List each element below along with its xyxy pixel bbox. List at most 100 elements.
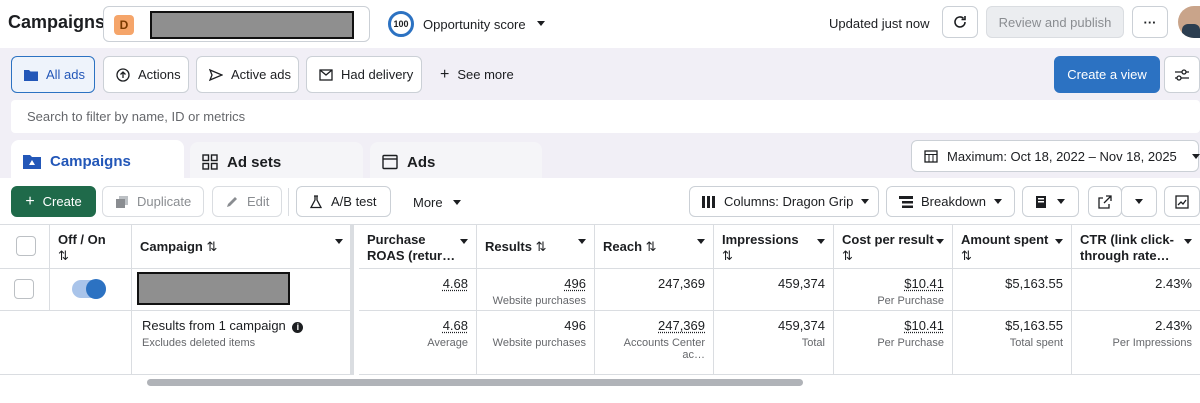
date-range-picker[interactable]: Maximum: Oct 18, 2022 – Nov 18, 2025: [911, 140, 1200, 172]
all-ads-filter[interactable]: All ads: [11, 56, 95, 93]
sort-icon: ⇅: [842, 248, 853, 263]
header-spent-label: Amount spent: [961, 232, 1049, 247]
info-icon[interactable]: i: [292, 322, 304, 333]
chevron-down-icon[interactable]: [537, 21, 545, 26]
user-avatar[interactable]: [1178, 6, 1200, 38]
caret-down-icon: [452, 200, 461, 205]
row-ctr-value: 2.43%: [1155, 276, 1192, 291]
account-selector[interactable]: D: [103, 6, 370, 42]
create-label: Create: [42, 194, 82, 209]
campaign-toggle[interactable]: [72, 279, 106, 299]
summary-impressions-sub: Total: [801, 337, 825, 349]
view-settings-button[interactable]: [1164, 56, 1200, 93]
header-off-on[interactable]: Off / On ⇅: [50, 225, 132, 269]
search-input[interactable]: Search to filter by name, ID or metrics: [11, 100, 1200, 133]
arrow-up-circle-icon: [116, 67, 130, 82]
row-cost-value[interactable]: $10.41: [904, 276, 944, 291]
see-more-button[interactable]: + See more: [440, 67, 514, 83]
row-ctr: 2.43%: [1072, 269, 1200, 311]
row-campaign-name-cell[interactable]: [132, 269, 352, 311]
header-roas[interactable]: Purchase ROAS (retur…: [359, 225, 477, 269]
row-impressions-value: 459,374: [778, 276, 825, 291]
edit-button[interactable]: Edit: [212, 186, 282, 217]
summary-spent-sub: Total spent: [1009, 337, 1063, 349]
summary-cost-value[interactable]: $10.41: [904, 318, 944, 333]
header-campaign-label: Campaign: [140, 239, 203, 254]
header-cost-per-result[interactable]: Cost per result ⇅: [834, 225, 953, 269]
tab-campaigns[interactable]: Campaigns: [11, 140, 184, 182]
ab-test-button[interactable]: A/B test: [296, 186, 391, 217]
caret-down-icon: [1057, 199, 1065, 204]
see-more-label: See more: [457, 67, 514, 82]
more-dropdown[interactable]: More: [413, 195, 461, 210]
opportunity-score-label[interactable]: Opportunity score: [423, 17, 526, 32]
review-publish-button[interactable]: Review and publish: [986, 6, 1124, 38]
breakdown-dropdown[interactable]: Breakdown: [886, 186, 1015, 217]
create-button[interactable]: + Create: [11, 186, 96, 217]
sort-icon: ⇅: [58, 248, 69, 263]
row-cost: $10.41 Per Purchase: [834, 269, 953, 311]
summary-roas-sub: Average: [427, 337, 468, 349]
duplicate-button[interactable]: Duplicate: [102, 186, 204, 217]
columns-dropdown[interactable]: Columns: Dragon Grip: [689, 186, 879, 217]
header-off-on-label: Off / On: [58, 232, 106, 247]
summary-label-cell: Results from 1 campaign i Excludes delet…: [132, 311, 352, 375]
summary-reach-value[interactable]: 247,369: [658, 318, 705, 333]
actions-filter[interactable]: Actions: [103, 56, 189, 93]
summary-cost-sub: Per Purchase: [877, 337, 944, 349]
account-avatar: D: [114, 15, 134, 35]
had-delivery-label: Had delivery: [341, 67, 414, 82]
reports-dropdown[interactable]: [1022, 186, 1079, 217]
breakdown-label: Breakdown: [921, 194, 987, 209]
page-title: Campaigns: [8, 12, 106, 32]
summary-reach: 247,369 Accounts Center ac…: [595, 311, 714, 375]
opportunity-score-dial[interactable]: 100: [388, 11, 414, 37]
campaign-folder-icon: [23, 153, 41, 169]
more-label: More: [413, 195, 443, 210]
header-campaign[interactable]: Campaign ⇅: [132, 225, 352, 269]
summary-results-sub: Website purchases: [492, 337, 586, 349]
header-amount-spent[interactable]: Amount spent ⇅: [953, 225, 1072, 269]
row-results: 496 Website purchases: [477, 269, 595, 311]
reports-icon: [1035, 195, 1049, 209]
redacted-campaign-name: [137, 272, 290, 305]
header-results[interactable]: Results ⇅: [477, 225, 595, 269]
header-reach-label: Reach: [603, 239, 643, 254]
summary-cost: $10.41 Per Purchase: [834, 311, 953, 375]
export-menu-button[interactable]: [1121, 186, 1157, 217]
had-delivery-filter[interactable]: Had delivery: [306, 56, 422, 93]
header-impressions-label: Impressions: [722, 232, 799, 247]
summary-roas-value[interactable]: 4.68: [442, 318, 468, 333]
pencil-icon: [225, 195, 239, 209]
tab-ads[interactable]: Ads: [370, 142, 542, 182]
actions-label: Actions: [138, 67, 181, 82]
envelope-icon: [319, 68, 333, 81]
export-button[interactable]: [1088, 186, 1122, 217]
header-impressions[interactable]: Impressions ⇅: [714, 225, 834, 269]
horizontal-scrollbar[interactable]: [147, 379, 803, 386]
header-results-label: Results: [485, 239, 532, 254]
active-ads-filter[interactable]: Active ads: [196, 56, 299, 93]
row-roas-value[interactable]: 4.68: [442, 276, 468, 291]
sort-icon: ⇅: [961, 248, 972, 263]
create-view-button[interactable]: Create a view: [1054, 56, 1160, 93]
row-results-value[interactable]: 496: [564, 276, 586, 291]
row-impressions: 459,374: [714, 269, 834, 311]
charts-button[interactable]: [1164, 186, 1200, 217]
select-all-checkbox[interactable]: [16, 236, 36, 256]
summary-impressions-value: 459,374: [778, 318, 825, 333]
duplicate-icon: [115, 195, 129, 209]
refresh-button[interactable]: [942, 6, 978, 38]
sort-icon: ⇅: [535, 239, 547, 254]
caret-down-icon: [1055, 239, 1063, 244]
more-options-button[interactable]: ···: [1132, 6, 1168, 38]
all-ads-label: All ads: [46, 67, 86, 82]
header-select: [0, 225, 50, 269]
header-reach[interactable]: Reach ⇅: [595, 225, 714, 269]
row-checkbox[interactable]: [14, 279, 34, 299]
header-ctr[interactable]: CTR (link click-through rate…: [1072, 225, 1200, 269]
tab-ad-sets[interactable]: Ad sets: [190, 142, 363, 182]
caret-down-icon: [697, 239, 705, 244]
caret-down-icon: [460, 239, 468, 244]
trend-chart-icon: [1175, 194, 1189, 209]
